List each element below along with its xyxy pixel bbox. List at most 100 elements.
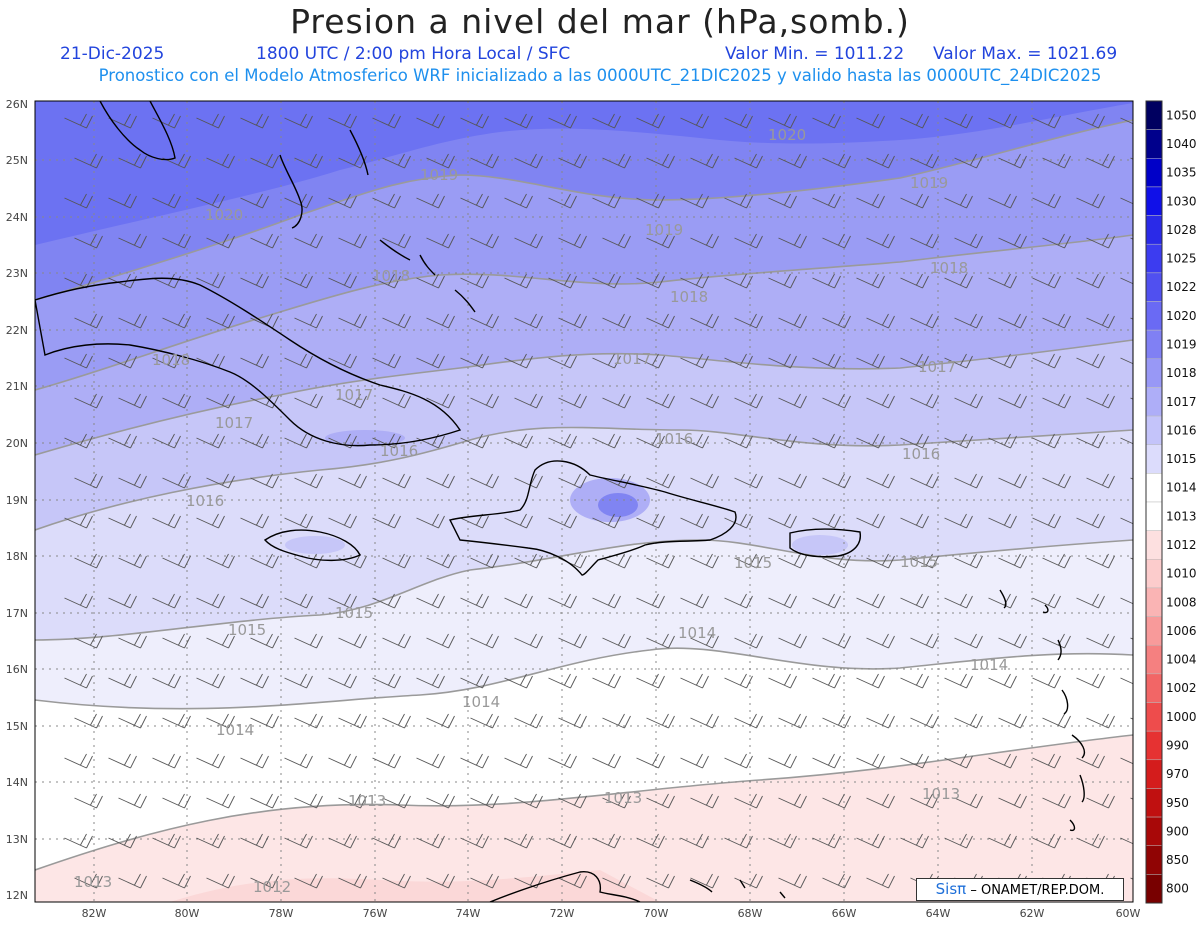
colorbar-swatch [1145,673,1163,703]
wind-barb [108,193,137,209]
wind-barb [460,433,489,449]
wind-barb [74,713,103,729]
wind-barb [822,153,851,169]
contour-label: 1013 [604,789,642,807]
wind-barb [514,313,543,329]
lon-label: 78W [269,907,294,920]
wind-barb [372,433,401,449]
wind-barb [646,793,675,809]
wind-barb [558,793,587,809]
wind-barb [680,113,709,129]
wind-barb [152,833,181,849]
wind-barb [734,873,763,889]
wind-barb [426,713,455,729]
wind-barb [822,873,851,889]
wind-barb [724,433,753,449]
wind-barb [988,113,1017,129]
colorbar-swatch [1145,616,1163,646]
wind-barb [416,833,445,849]
wind-barb [812,833,841,849]
wind-barb [680,513,709,529]
wind-barb [910,473,939,489]
wind-barb [196,113,225,129]
wind-barb [196,513,225,529]
wind-barb [514,233,543,249]
wind-barb [602,153,631,169]
wind-barb [778,713,807,729]
lat-label: 23N [6,267,28,280]
colorbar-label: 1016 [1166,423,1197,437]
band-1013 [35,735,1133,902]
wind-barb [250,233,279,249]
wind-barb [152,593,181,609]
wind-barb [206,313,235,329]
colorbar-label: 1017 [1166,395,1197,409]
wind-barb [636,273,665,289]
wind-barb [196,433,225,449]
wind-barb [1120,357,1133,365]
wind-barb [284,593,313,609]
wind-barb [504,113,533,129]
contour-label: 1014 [216,721,254,739]
wind-barb [680,593,709,609]
wind-barb [64,753,93,769]
wind-barb [1032,113,1061,129]
florida-coast [99,101,176,161]
wind-barb [294,153,323,169]
wind-barb [250,873,279,889]
colorbar-swatch [1145,730,1163,761]
wind-barb [64,193,93,209]
wind-barb [910,553,939,569]
wind-barb [504,673,533,689]
wind-barb [724,353,753,369]
wind-barb [162,553,191,569]
cuba-coast [35,277,462,447]
colorbar-swatch [1145,559,1163,589]
wind-barb [1120,837,1133,845]
wind-barb [470,633,499,649]
wind-barb [690,153,719,169]
wind-barb [514,393,543,409]
contour-label: 1018 [372,267,410,285]
wind-barb [74,313,103,329]
wind-barb [558,153,587,169]
colorbar-swatch [1145,816,1163,846]
wind-barb [206,793,235,809]
colorbar-swatch [1145,788,1163,818]
wind-barb [768,753,797,769]
wind-barb [944,593,973,609]
colorbar-label: 1035 [1166,166,1197,180]
wind-barb [1032,353,1061,369]
wind-barb [382,313,411,329]
wind-barb [1076,753,1105,769]
wind-barb [460,833,489,849]
wind-barb [416,273,445,289]
wind-barb [328,273,357,289]
wind-barb [240,593,269,609]
wind-barb [944,273,973,289]
wind-barb [328,593,357,609]
wind-barb [118,793,147,809]
contour-label: 1020 [768,126,806,144]
wind-barb [328,113,357,129]
wind-barb [206,233,235,249]
wind-barb [602,793,631,809]
colorbar-swatch [1145,358,1163,388]
wind-barb [944,113,973,129]
wind-barb [768,273,797,289]
wind-barb [900,193,929,209]
wind-barb [548,513,577,529]
wind-barb [768,673,797,689]
wind-barb [382,473,411,489]
wind-barb [636,833,665,849]
wind-barb [988,513,1017,529]
wind-barb [470,793,499,809]
wind-barb [822,633,851,649]
wind-barb [768,833,797,849]
wind-barb [328,753,357,769]
contour-label: 1015 [335,604,373,622]
wind-barb [558,313,587,329]
model-info-line: Pronostico con el Modelo Atmosferico WRF… [98,66,1102,85]
wind-barb [284,353,313,369]
wind-barb [108,113,137,129]
